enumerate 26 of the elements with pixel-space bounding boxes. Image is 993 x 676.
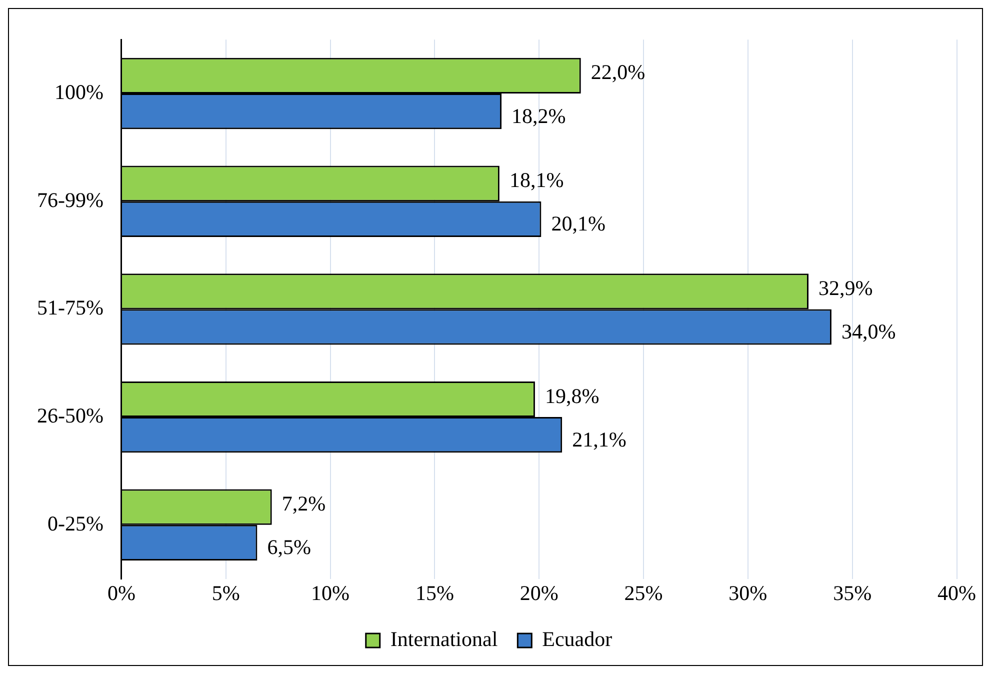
data-label: 20,1% xyxy=(551,212,606,236)
y-tick-label: 51-75% xyxy=(36,296,104,320)
data-label: 34,0% xyxy=(841,320,896,344)
data-label: 18,1% xyxy=(509,168,564,192)
legend-label: Ecuador xyxy=(542,627,612,652)
data-label: 6,5% xyxy=(267,535,311,560)
data-label: 19,8% xyxy=(544,384,600,408)
y-tick-label: 76-99% xyxy=(36,188,104,212)
legend-label: International xyxy=(390,627,498,652)
data-label: 21,1% xyxy=(572,427,626,452)
x-tick-label: 20% xyxy=(520,580,558,605)
x-tick-label: 0% xyxy=(107,580,136,605)
y-tick-label: 26-50% xyxy=(36,404,104,428)
y-tick-label: 100% xyxy=(54,80,104,104)
x-tick-label: 40% xyxy=(938,580,976,605)
x-tick-label: 5% xyxy=(212,580,240,605)
x-tick-label: 35% xyxy=(833,580,872,605)
data-label: 18,2% xyxy=(512,104,566,128)
x-tick-label: 10% xyxy=(311,580,350,605)
data-label: 7,2% xyxy=(282,492,326,516)
x-tick-label: 30% xyxy=(728,580,768,605)
data-label: 22,0% xyxy=(590,60,646,84)
data-label: 32,9% xyxy=(818,276,873,300)
x-tick-label: 25% xyxy=(624,580,663,605)
y-tick-label: 0-25% xyxy=(47,511,104,536)
x-tick-label: 15% xyxy=(415,580,454,605)
